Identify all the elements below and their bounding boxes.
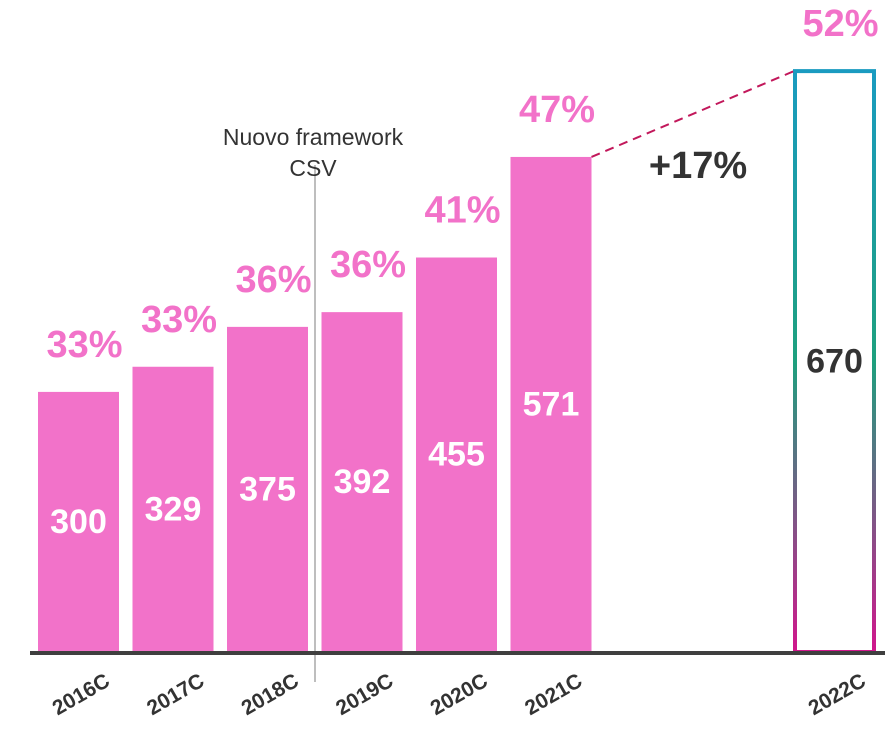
x-tick-label: 2017C xyxy=(143,669,208,720)
value-label: 455 xyxy=(428,436,485,474)
share-label: 36% xyxy=(235,259,311,301)
annotation-text: CSV xyxy=(289,155,337,181)
bar xyxy=(38,391,119,652)
value-label: 670 xyxy=(806,343,863,381)
x-tick-label: 2018C xyxy=(238,669,303,720)
share-label: 52% xyxy=(802,3,878,45)
annotation-text: Nuovo framework xyxy=(223,124,404,150)
value-label: 375 xyxy=(239,470,296,508)
value-label: 300 xyxy=(50,503,107,541)
value-label: 392 xyxy=(334,463,391,501)
share-label: 33% xyxy=(141,299,217,341)
bar xyxy=(132,366,214,652)
share-label: 36% xyxy=(330,244,406,286)
x-tick-label: 2019C xyxy=(332,669,397,720)
share-label: 41% xyxy=(424,190,500,232)
share-label: 47% xyxy=(519,89,595,131)
bar xyxy=(510,156,592,652)
bar xyxy=(227,326,308,652)
bar xyxy=(416,257,497,652)
x-tick-label: 2022C xyxy=(805,669,870,720)
value-label: 329 xyxy=(145,490,202,528)
x-tick-label: 2016C xyxy=(49,669,114,720)
growth-label: +17% xyxy=(649,145,747,187)
share-label: 33% xyxy=(46,324,122,366)
connector-line xyxy=(591,70,795,158)
bar xyxy=(321,312,403,652)
value-label: 571 xyxy=(523,385,580,423)
x-tick-label: 2021C xyxy=(521,669,586,720)
x-tick-label: 2020C xyxy=(427,669,492,720)
